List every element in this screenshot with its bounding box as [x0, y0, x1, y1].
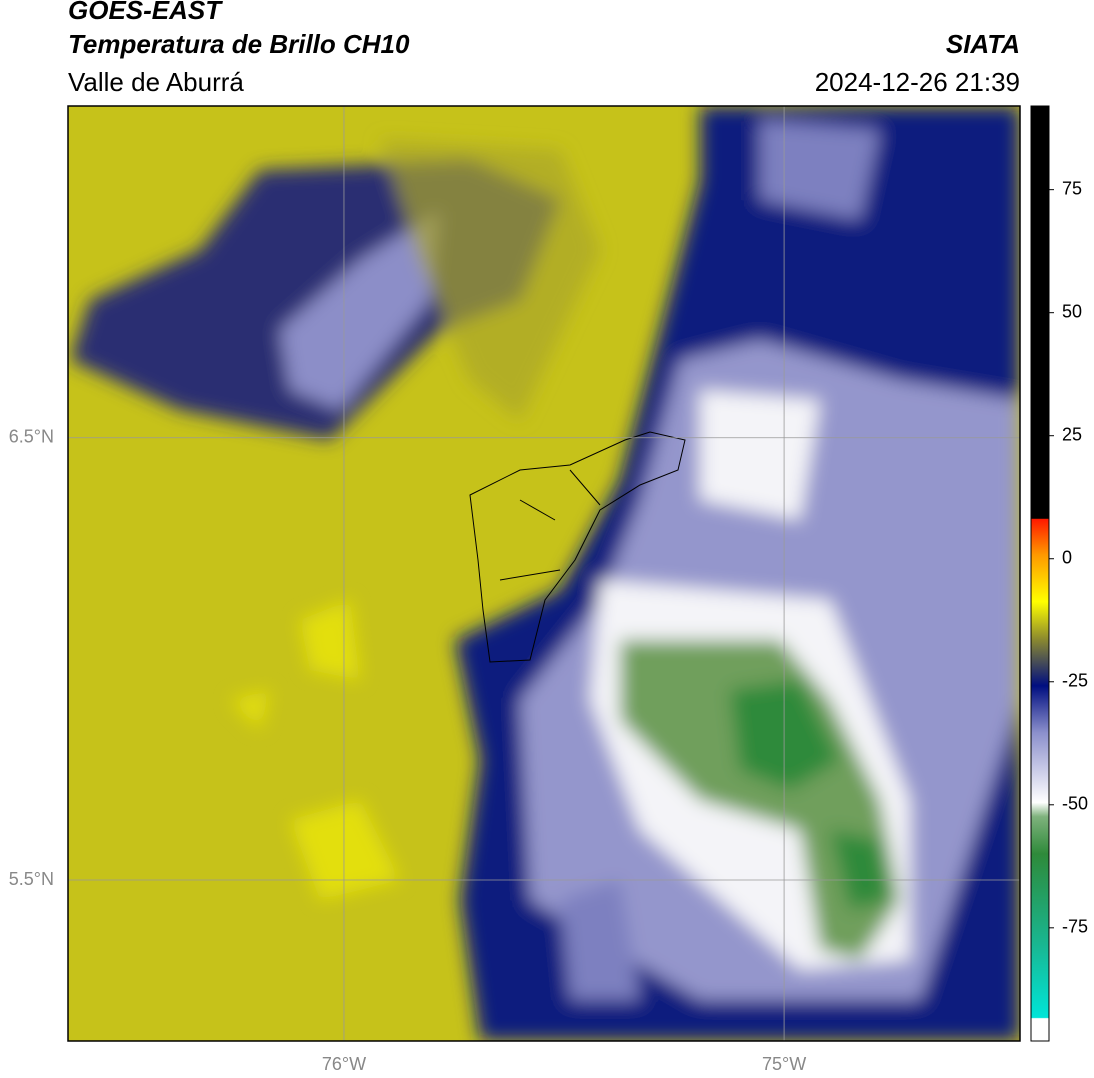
x-tick-label: 76°W — [322, 1054, 366, 1074]
y-tick-label: 5.5°N — [9, 869, 54, 889]
x-tick-label: 75°W — [762, 1054, 806, 1074]
colorbar-tick-label: -75 — [1062, 917, 1088, 937]
colorbar-tick-label: 0 — [1062, 547, 1072, 567]
satellite-image — [68, 106, 1020, 1041]
source: SIATA — [946, 29, 1020, 59]
title: GOES-EAST — [68, 0, 223, 25]
colorbar-tick-label: 75 — [1062, 178, 1082, 198]
colorbar-tick-label: -50 — [1062, 794, 1088, 814]
colorbar-tick-label: 25 — [1062, 424, 1082, 444]
colorbar-tick-label: -25 — [1062, 671, 1088, 691]
colorbar — [1030, 105, 1050, 1042]
datetime: 2024-12-26 21:39 — [815, 67, 1020, 97]
colorbar-tick-label: 50 — [1062, 301, 1082, 321]
subtitle: Temperatura de Brillo CH10 — [68, 29, 410, 59]
plot-frame — [67, 105, 1021, 1042]
region: Valle de Aburrá — [68, 67, 244, 97]
y-tick-label: 6.5°N — [9, 426, 54, 446]
